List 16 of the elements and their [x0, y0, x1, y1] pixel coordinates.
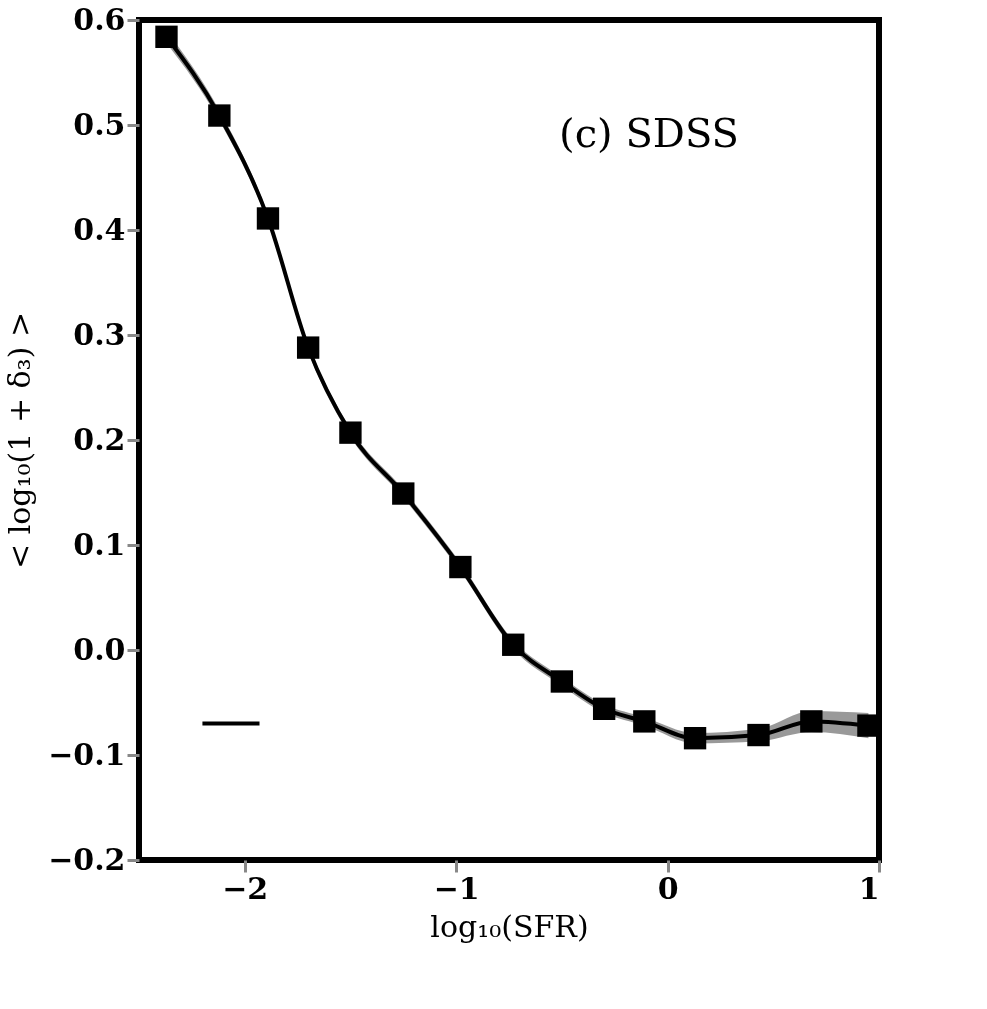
y-tick-label: 0.6 [73, 1, 126, 37]
y-tick-label: 0.2 [73, 421, 126, 457]
y-tick-label: 0.3 [73, 316, 126, 352]
y-axis-title: < log₁₀(1 + δ₃) > [2, 311, 38, 570]
y-tick-label: 0.0 [73, 631, 126, 667]
y-tick-label: −0.2 [48, 841, 126, 877]
annotation: (c) SDSS [559, 110, 739, 156]
y-tick-label: 0.1 [73, 526, 126, 562]
x-axis-title: log₁₀(SFR) [430, 908, 589, 944]
x-tick-label: 1 [858, 870, 880, 906]
x-tick-label: −2 [222, 870, 269, 906]
y-tick-label: 0.4 [73, 211, 126, 247]
y-tick-label: −0.1 [48, 736, 126, 772]
x-tick-label: −1 [433, 870, 480, 906]
x-tick-label: 0 [657, 870, 679, 906]
y-tick-label: 0.5 [73, 106, 126, 142]
